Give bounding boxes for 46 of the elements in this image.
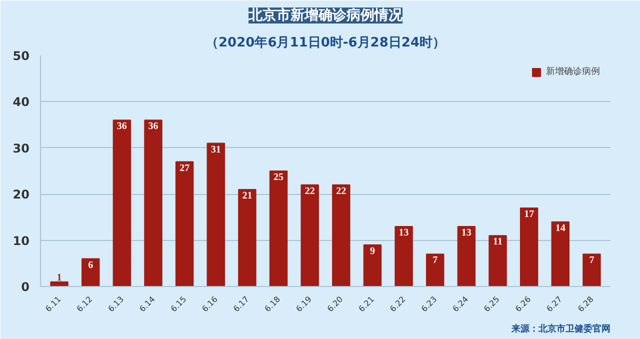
y-tick-label: 0: [21, 280, 30, 294]
bar: [488, 235, 507, 286]
data-label: 21: [242, 190, 252, 202]
data-label: 36: [148, 121, 158, 132]
data-label: 14: [555, 222, 566, 234]
data-label: 22: [304, 186, 315, 197]
chart-title: 北京市新增确诊病例情况: [248, 6, 404, 24]
bar: [363, 244, 382, 286]
bar: [582, 254, 601, 286]
bar: [144, 120, 162, 286]
data-label: 6: [88, 260, 94, 271]
bar: [426, 254, 444, 286]
data-label: 7: [432, 255, 438, 266]
data-label: 27: [180, 162, 190, 174]
bar: [81, 258, 100, 286]
data-label: 22: [336, 186, 346, 197]
data-label: 31: [210, 144, 221, 156]
source-note: 来源：北京市卫健委官网: [510, 324, 610, 334]
data-label: 9: [370, 246, 375, 257]
data-label: 1: [56, 272, 62, 284]
bar: [457, 226, 476, 286]
bar: [175, 161, 194, 286]
bar: [300, 184, 319, 286]
y-tick-label: 20: [12, 188, 30, 202]
data-label: 13: [461, 227, 472, 238]
data-label: 11: [493, 236, 502, 248]
y-tick-label: 10: [12, 234, 30, 248]
data-label: 36: [116, 121, 127, 132]
bar: [112, 120, 132, 286]
y-tick-label: 40: [12, 95, 30, 110]
bar: [269, 170, 288, 286]
y-tick-label: 50: [12, 49, 30, 63]
bar: [551, 221, 570, 286]
bar: [332, 184, 350, 286]
legend-label: 新增确诊病例: [546, 66, 600, 78]
data-label: 7: [589, 255, 594, 266]
bar: [238, 188, 256, 286]
bar: [50, 281, 68, 286]
bar: [394, 226, 413, 286]
chart-subtitle: （2020年6月11日0时-6月28日24时）: [206, 36, 446, 50]
data-label: 17: [524, 208, 534, 220]
data-label: 13: [398, 227, 409, 238]
y-tick-label: 30: [12, 141, 30, 156]
data-label: 25: [274, 172, 284, 183]
bar: [206, 142, 225, 286]
bar: [520, 207, 538, 286]
